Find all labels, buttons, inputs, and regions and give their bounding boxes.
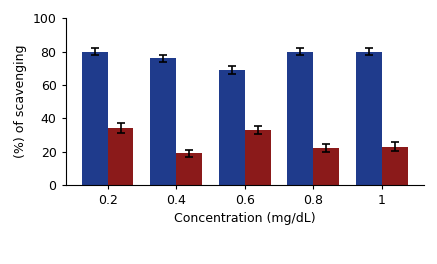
Bar	[82, 52, 108, 185]
Y-axis label: (%) of scavenging: (%) of scavenging	[14, 45, 27, 158]
Bar	[176, 153, 202, 185]
Bar	[356, 52, 382, 185]
Bar	[313, 148, 339, 185]
X-axis label: Concentration (mg/dL): Concentration (mg/dL)	[174, 212, 316, 225]
Bar	[150, 58, 176, 185]
Bar	[288, 52, 313, 185]
Bar	[108, 128, 133, 185]
Bar	[382, 147, 408, 185]
Bar	[245, 130, 271, 185]
Bar	[219, 70, 245, 185]
